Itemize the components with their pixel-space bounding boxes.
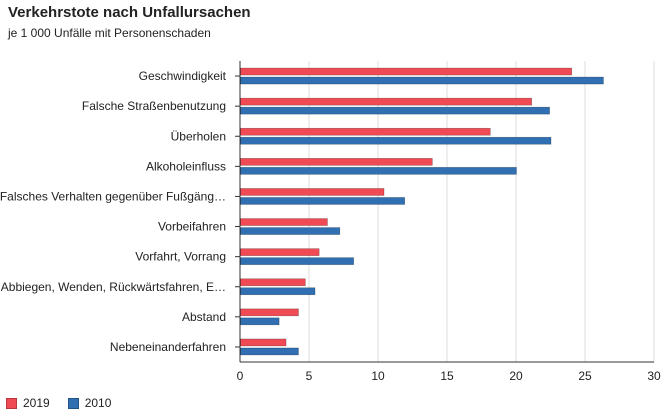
category-label-6: Vorfahrt, Vorrang	[135, 250, 226, 264]
category-label-4: Falsches Verhalten gegenüber Fußgäng…	[0, 189, 226, 203]
bar-chart: 0 5 10 15 20 25 30 Geschwindigkeit Falsche Straß…	[0, 61, 661, 383]
legend-item-series-2[interactable]: 2010	[67, 396, 112, 410]
legend-label-series-1: 2019	[23, 396, 50, 410]
bar-series-1-cat-7	[240, 278, 306, 287]
bar-series-2-cat-6	[240, 257, 354, 265]
bar-series-1-cat-1	[240, 97, 532, 106]
bar-series-2-cat-0	[240, 76, 604, 85]
category-label-0: Geschwindigkeit	[139, 69, 227, 83]
bar-series-1-cat-9	[240, 338, 287, 347]
x-tick-label-5: 25	[578, 369, 592, 383]
category-label-7: Abbiegen, Wenden, Rückwärtsfahren, E…	[1, 280, 226, 294]
bar-series-2-cat-8	[240, 317, 280, 326]
category-label-8: Abstand	[182, 310, 226, 324]
x-tick-label-4: 20	[509, 369, 523, 383]
legend-item-series-1[interactable]: 2019	[6, 396, 50, 410]
bar-series-1-cat-4	[240, 188, 385, 196]
bar-series-2-cat-2	[240, 136, 552, 145]
category-label-9: Nebeneinanderfahren	[110, 340, 226, 354]
category-label-1: Falsche Straßenbenutzung	[82, 99, 226, 113]
x-tick-label-1: 5	[306, 369, 313, 383]
bar-series-1-cat-6	[240, 248, 320, 256]
bar-series-2-cat-7	[240, 287, 316, 296]
x-tick-label-0: 0	[237, 369, 244, 383]
bar-series-2-cat-3	[240, 167, 517, 175]
x-tick-label-3: 15	[440, 369, 454, 383]
legend-swatch-series-1	[6, 397, 17, 409]
bar-series-1-cat-2	[240, 127, 491, 136]
bar-series-1-cat-5	[240, 218, 328, 226]
category-label-5: Vorbeifahren	[158, 220, 226, 234]
legend-swatch-series-2	[67, 397, 79, 409]
x-tick-label-2: 10	[371, 369, 385, 383]
bar-series-1-cat-8	[240, 308, 299, 317]
legend-label-series-2: 2010	[84, 396, 112, 410]
legend: 2019 2010	[6, 396, 111, 410]
chart-subtitle: je 1 000 Unfälle mit Personenschaden	[8, 26, 211, 40]
x-tick-label-6: 30	[647, 369, 661, 383]
category-label-2: Überholen	[171, 129, 226, 143]
bar-series-2-cat-5	[240, 227, 341, 235]
bar-series-1-cat-3	[240, 158, 433, 166]
chart-title: Verkehrstote nach Unfallursachen	[8, 4, 251, 21]
bar-series-2-cat-4	[240, 197, 406, 205]
bar-series-2-cat-1	[240, 106, 550, 115]
category-label-3: Alkoholeinfluss	[146, 159, 226, 173]
bar-series-1-cat-0	[240, 67, 573, 76]
bar-series-2-cat-9	[240, 347, 299, 356]
